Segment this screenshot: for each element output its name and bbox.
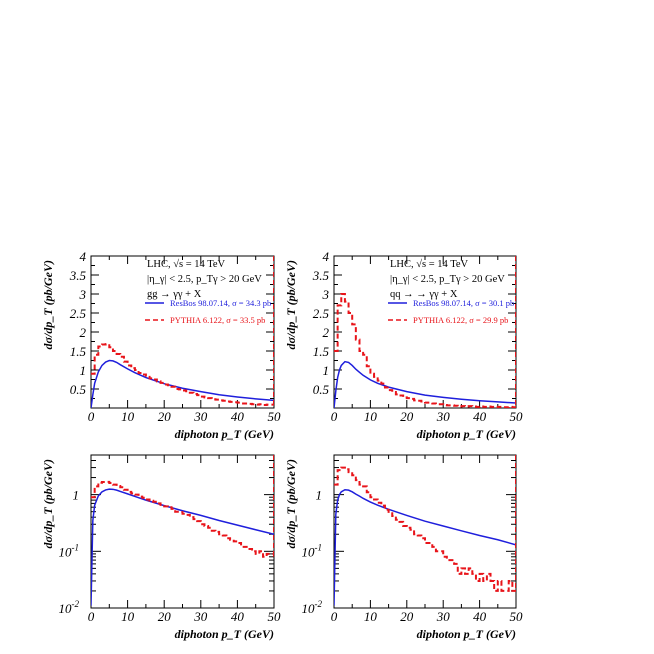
x-tick-label: 0 xyxy=(331,409,338,424)
y-tick-label: 1.5 xyxy=(313,344,330,359)
x-tick-label: 30 xyxy=(436,609,451,624)
x-tick-label: 0 xyxy=(331,609,338,624)
y-tick-base: 10 xyxy=(59,544,73,559)
y-tick-label: 1 xyxy=(73,488,80,503)
y-tick-exponent: -1 xyxy=(315,542,323,552)
series-line-resbos xyxy=(334,488,516,606)
y-tick-label: 1 xyxy=(80,363,87,378)
y-axis-title: dσ/dp_T (pb/GeV) xyxy=(41,459,55,548)
y-axis-title: dσ/dp_T (pb/GeV) xyxy=(284,260,298,349)
x-tick-label: 40 xyxy=(231,409,245,424)
x-tick-label: 40 xyxy=(231,609,245,624)
x-tick-label: 50 xyxy=(268,409,282,424)
y-tick-label: 10-1 xyxy=(59,542,80,559)
y-tick-base: 1 xyxy=(73,488,80,503)
annotation-text: qq → → γγ + X xyxy=(390,289,458,300)
y-tick-label: 2.5 xyxy=(70,306,87,321)
y-tick-label: 3 xyxy=(79,287,87,302)
y-tick-label: 10-1 xyxy=(302,542,323,559)
x-tick-label: 50 xyxy=(268,609,282,624)
y-tick-exponent: -1 xyxy=(72,542,80,552)
y-tick-label: 0.5 xyxy=(70,382,87,397)
x-tick-label: 40 xyxy=(473,609,487,624)
plot-frame xyxy=(333,454,517,609)
x-tick-label: 10 xyxy=(364,409,378,424)
chart-panel-1: 0 10 20 30 40 50 0.5 1 1.5 2 2.5 3 3.5 4 diphoton p_T … xyxy=(41,249,281,441)
y-axis-title: dσ/dp_T (pb/GeV) xyxy=(284,459,298,548)
y-tick-label: 2 xyxy=(80,325,87,340)
series-line-resbos xyxy=(334,360,516,408)
series-line-resbos xyxy=(91,359,274,408)
y-tick-label: 1 xyxy=(316,488,323,503)
x-axis-title: diphoton p_T (GeV) xyxy=(417,627,516,641)
annotation-text: LHC, √s = 14 TeV xyxy=(390,258,469,270)
x-tick-label: 20 xyxy=(400,409,414,424)
x-tick-label: 30 xyxy=(193,609,208,624)
legend-label: ResBos 98.07.14, σ = 34.3 pb xyxy=(170,298,271,308)
y-tick-exponent: -2 xyxy=(315,599,323,609)
x-tick-label: 20 xyxy=(158,409,172,424)
x-tick-label: 20 xyxy=(400,609,414,624)
y-tick-label: 2.5 xyxy=(313,306,330,321)
x-tick-label: 10 xyxy=(121,609,135,624)
series-line-pythia xyxy=(334,256,516,408)
y-tick-label: 3.5 xyxy=(69,268,87,283)
legend-label: PYTHIA 6.122, σ = 29.9 pb xyxy=(413,315,508,325)
y-tick-label: 2 xyxy=(323,325,330,340)
y-tick-base: 10 xyxy=(302,601,316,616)
x-tick-label: 10 xyxy=(121,409,135,424)
y-tick-label: 4 xyxy=(323,249,330,264)
plot-frame xyxy=(90,454,275,609)
legend-label: ResBos 98.07.14, σ = 30.1 pb xyxy=(413,298,514,308)
x-axis-title: diphoton p_T (GeV) xyxy=(417,427,516,441)
series-line-resbos xyxy=(91,488,274,606)
x-tick-label: 0 xyxy=(88,609,95,624)
series-line-pythia xyxy=(91,455,274,558)
y-tick-label: 3.5 xyxy=(312,268,330,283)
x-tick-label: 10 xyxy=(364,609,378,624)
x-tick-label: 30 xyxy=(193,409,208,424)
y-tick-label: 1 xyxy=(323,363,330,378)
y-axis-title: dσ/dp_T (pb/GeV) xyxy=(41,260,55,349)
x-tick-label: 50 xyxy=(510,609,524,624)
y-tick-label: 10-2 xyxy=(59,599,80,616)
annotation-text: |η_γ| < 2.5, p_Tγ > 20 GeV xyxy=(147,274,262,285)
annotation-text: gg → γγ + X xyxy=(147,289,202,300)
x-tick-label: 30 xyxy=(436,409,451,424)
x-tick-label: 50 xyxy=(510,409,524,424)
y-tick-base: 10 xyxy=(59,601,73,616)
series-line-pythia xyxy=(91,256,274,406)
x-tick-label: 40 xyxy=(473,409,487,424)
chart-panel-2: 0 10 20 30 40 50 0.5 1 1.5 2 2.5 3 3.5 4 diphoton p_T … xyxy=(284,249,523,441)
x-tick-label: 20 xyxy=(158,609,172,624)
x-axis-title: diphoton p_T (GeV) xyxy=(175,627,274,641)
legend-label: PYTHIA 6.122, σ = 33.5 pb xyxy=(170,315,265,325)
series-line-pythia xyxy=(334,455,516,592)
y-tick-label: 4 xyxy=(80,249,87,264)
annotation-text: LHC, √s = 14 TeV xyxy=(147,258,226,270)
y-tick-base: 1 xyxy=(316,488,323,503)
y-tick-label: 0.5 xyxy=(313,382,330,397)
x-axis-title: diphoton p_T (GeV) xyxy=(175,427,274,441)
y-tick-label: 1.5 xyxy=(70,344,87,359)
y-tick-label: 10-2 xyxy=(302,599,323,616)
y-tick-exponent: -2 xyxy=(72,599,80,609)
y-tick-base: 10 xyxy=(302,544,316,559)
y-tick-label: 3 xyxy=(322,287,330,302)
annotation-text: |η_γ| < 2.5, p_Tγ > 20 GeV xyxy=(390,274,505,285)
x-tick-label: 0 xyxy=(88,409,95,424)
